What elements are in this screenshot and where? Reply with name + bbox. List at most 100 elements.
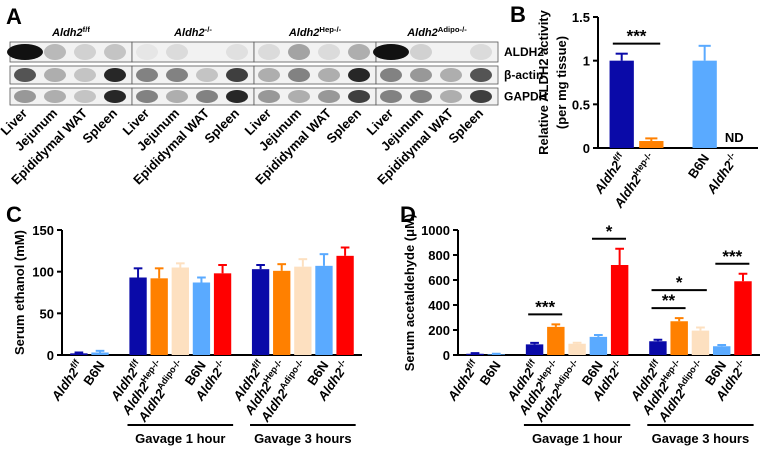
genotype-label: Aldh2-/- — [173, 25, 212, 40]
group-label: Gavage 3 hours — [652, 431, 750, 446]
blot-band — [440, 68, 462, 82]
panel-label: A — [6, 4, 22, 29]
bar — [273, 270, 291, 355]
blot-band — [470, 90, 492, 103]
blot-band — [226, 90, 248, 103]
blot-band — [410, 90, 432, 103]
blot-band — [136, 44, 158, 60]
y-tick-label: 0 — [583, 141, 590, 156]
group-label: Gavage 1 hour — [135, 431, 225, 446]
blot-band — [74, 44, 96, 60]
y-axis-label: Serum acetaldehyde (μM) — [402, 214, 417, 372]
blot-band — [258, 68, 280, 82]
genotype-label: B6N — [477, 358, 504, 388]
bar — [487, 354, 506, 355]
bar — [336, 255, 354, 355]
bar — [213, 273, 232, 355]
bar — [568, 343, 586, 355]
genotype-base: Aldh2 — [51, 27, 83, 39]
blot-band — [348, 90, 370, 103]
bar — [692, 60, 717, 148]
value-label: ND — [725, 130, 744, 145]
genotype-base: Aldh2 — [173, 27, 205, 39]
blot-strip — [375, 87, 499, 106]
blot-band — [104, 44, 126, 60]
genotype-base: B6N — [80, 358, 107, 388]
blot-band — [166, 44, 188, 60]
bar — [670, 321, 688, 355]
significance-label: *** — [722, 247, 742, 266]
genotype-base: Aldh2 — [444, 365, 478, 405]
bar — [691, 330, 710, 355]
blot-band — [196, 68, 218, 82]
bar — [294, 266, 312, 355]
y-tick-label: 0 — [47, 348, 54, 363]
y-tick-label: 100 — [32, 265, 54, 280]
significance-label: ** — [662, 291, 676, 310]
genotype-label: Aldh2f/f — [51, 25, 90, 40]
blot-band — [44, 68, 66, 82]
blot-band — [288, 68, 310, 82]
blot-band — [288, 44, 310, 60]
bar — [171, 267, 189, 355]
bar — [91, 352, 109, 355]
genotype-sup: -/- — [205, 25, 213, 34]
blot-band — [166, 68, 188, 82]
panel-label: C — [6, 202, 22, 227]
blot-band — [44, 44, 66, 60]
group-label: Gavage 1 hour — [532, 431, 622, 446]
genotype-base: B6N — [477, 358, 504, 388]
blot-band — [226, 68, 248, 82]
blot-band — [14, 90, 36, 103]
bar — [466, 353, 484, 355]
blot-band — [196, 90, 218, 103]
blot-band — [104, 68, 126, 82]
bar — [150, 278, 168, 355]
blot-band — [410, 68, 432, 82]
bar — [734, 281, 752, 355]
y-tick-label: 600 — [428, 273, 450, 288]
genotype-sup: f/f — [83, 25, 91, 34]
blot-band — [258, 90, 280, 103]
row-label: ALDH2 — [504, 45, 544, 59]
bar — [547, 326, 565, 355]
y-tick-label: 800 — [428, 248, 450, 263]
blot-band — [7, 44, 43, 60]
genotype-label: Aldh2Hep-/- — [288, 25, 342, 40]
y-tick-label: 400 — [428, 298, 450, 313]
panel-label: B — [510, 2, 526, 27]
bar — [192, 282, 211, 355]
blot-band — [166, 90, 188, 103]
genotype-sup: Adipo-/- — [438, 25, 467, 34]
y-tick-label: 1000 — [421, 223, 450, 238]
blot-band — [14, 68, 36, 82]
bar — [589, 336, 608, 355]
blot-band — [74, 90, 96, 103]
genotype-sup: Hep-/- — [319, 25, 341, 34]
blot-band — [318, 68, 340, 82]
bar — [70, 353, 88, 355]
y-tick-label: 1.5 — [572, 10, 590, 25]
genotype-base: Aldh2 — [48, 365, 82, 405]
genotype-base: Aldh2 — [406, 27, 438, 39]
bar — [129, 277, 147, 355]
row-label: β-actin — [504, 68, 543, 82]
blot-band — [136, 68, 158, 82]
bar — [315, 265, 333, 355]
y-tick-label: 150 — [32, 223, 54, 238]
significance-label: *** — [535, 297, 555, 316]
bar — [251, 269, 270, 355]
blot-band — [74, 68, 96, 82]
blot-band — [348, 44, 370, 60]
blot-band — [440, 90, 462, 103]
blot-band — [288, 90, 310, 103]
blot-band — [258, 44, 280, 60]
blot-band — [470, 44, 492, 60]
significance-label: *** — [627, 27, 647, 46]
y-tick-label: 0 — [443, 348, 450, 363]
genotype-label: B6N — [80, 358, 107, 388]
blot-band — [318, 44, 340, 60]
y-tick-label: 1 — [583, 54, 590, 69]
blot-band — [380, 90, 402, 103]
